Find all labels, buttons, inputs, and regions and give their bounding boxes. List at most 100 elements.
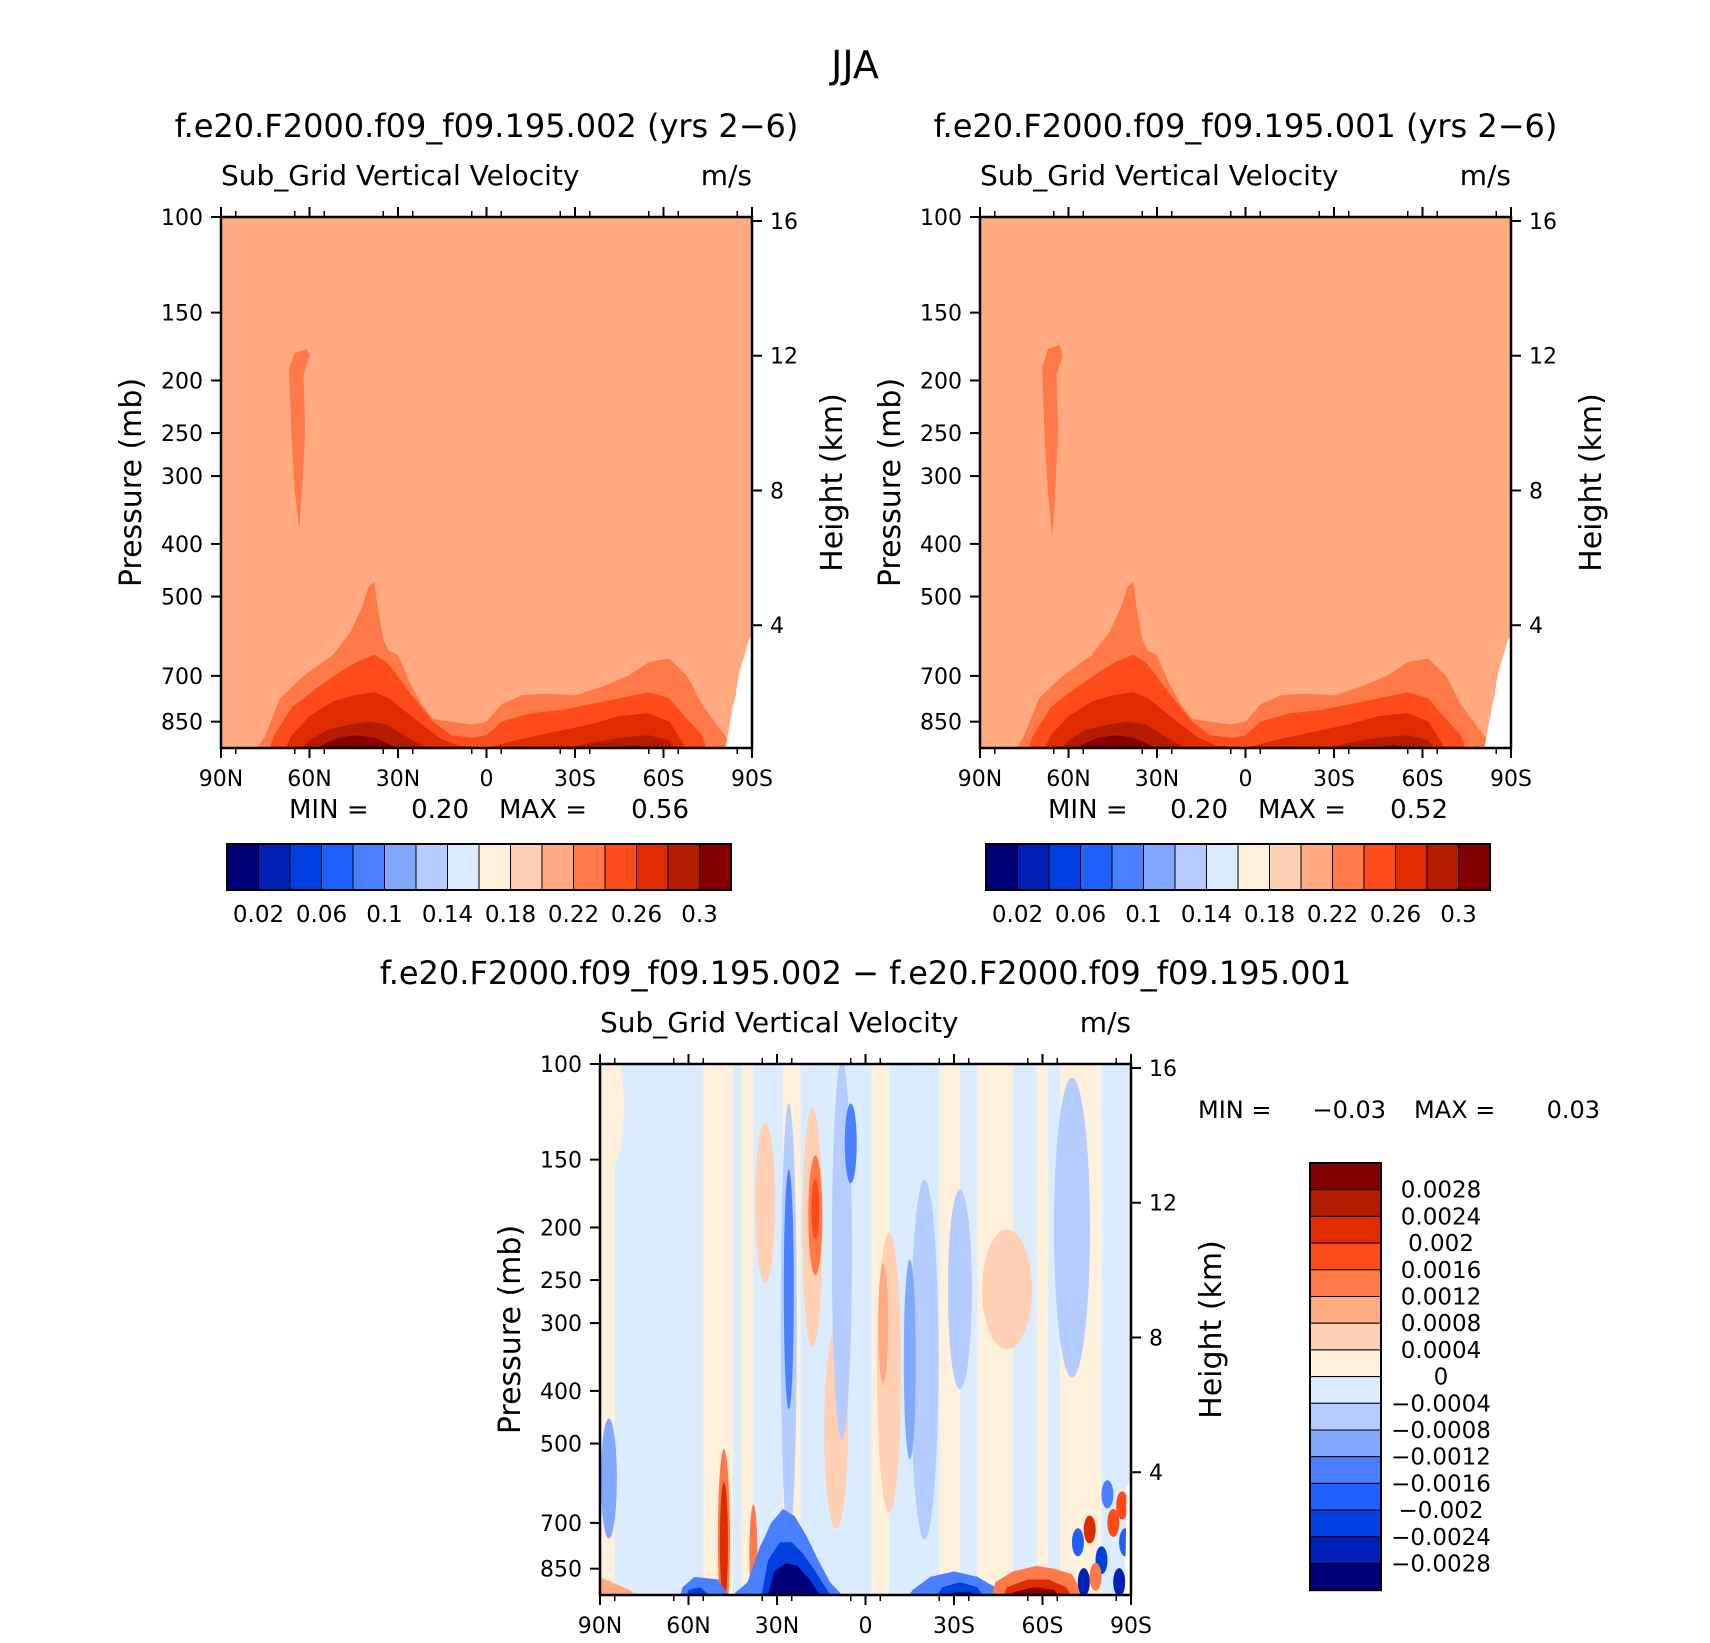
y-tick-label: 150 (920, 302, 962, 327)
y-tick-label: 200 (161, 369, 203, 394)
colorbar-cell (321, 843, 354, 891)
colorbar-cell (226, 843, 259, 891)
colorbar-label: −0.0004 (1391, 1391, 1491, 1417)
y-right-tick-label: 8 (1529, 479, 1543, 504)
max-label: MAX = (1258, 795, 1346, 825)
colorbar-frame (226, 843, 732, 891)
colorbar-cell (1309, 1563, 1382, 1591)
y-tick-label: 850 (540, 1558, 582, 1583)
y-tick-label: 100 (161, 206, 203, 231)
y-tick-label: 150 (540, 1149, 582, 1174)
panel-title: f.e20.F2000.f09_f09.195.002 − f.e20.F200… (380, 954, 1352, 992)
panel-title: f.e20.F2000.f09_f09.195.001 (yrs 2−6) (934, 107, 1558, 145)
noise-blob (1107, 1508, 1120, 1537)
panel-units: m/s (1460, 159, 1511, 192)
min-value: 0.20 (411, 795, 469, 825)
colorbar-cell (1017, 843, 1050, 891)
colorbar-label: 0.14 (422, 902, 473, 928)
colorbar-label: −0.0024 (1391, 1525, 1491, 1551)
colorbar-cell (447, 843, 480, 891)
colorbar-cell (699, 843, 732, 891)
x-tick-label: 90S (731, 767, 773, 792)
max-value: 0.52 (1390, 795, 1448, 825)
y-right-tick-label: 16 (770, 210, 798, 235)
x-tick-label: 90N (958, 767, 1002, 792)
colorbar-label: 0.1 (1125, 902, 1162, 928)
anomaly-blob (755, 1122, 776, 1283)
y-tick-label: 200 (540, 1216, 582, 1241)
colorbar-cell (604, 843, 637, 891)
y-right-tick-label: 12 (770, 345, 798, 370)
y-axis-label: Pressure (mb) (114, 378, 149, 587)
x-tick-label: 30S (1313, 767, 1355, 792)
figure-title: JJA (829, 43, 879, 87)
y-right-tick-label: 12 (1149, 1192, 1177, 1217)
colorbar-label: 0.06 (1055, 902, 1106, 928)
colorbar-cell (1269, 843, 1302, 891)
anomaly-blob (910, 1179, 939, 1540)
anomaly-band (1036, 1064, 1049, 1595)
colorbar-label: 0.02 (992, 902, 1043, 928)
colorbar-cell (478, 843, 511, 891)
x-tick-label: 60S (1022, 1614, 1064, 1639)
panel-units: m/s (701, 159, 752, 192)
y-right-tick-label: 8 (1149, 1326, 1163, 1351)
colorbar-cell (1309, 1402, 1382, 1431)
colorbar-label: −0.0012 (1391, 1445, 1491, 1471)
contour-shape (309, 735, 404, 748)
anomaly-blob (878, 1263, 889, 1384)
colorbar-label: 0.0004 (1401, 1338, 1481, 1364)
colorbar-cell (1309, 1296, 1382, 1324)
x-tick-label: 30S (554, 767, 596, 792)
colorbar-cell (1309, 1376, 1382, 1404)
x-tick-label: 90S (1490, 767, 1532, 792)
y-tick-label: 850 (920, 711, 962, 736)
contour-shape (545, 735, 682, 748)
colorbar-cell (1300, 843, 1333, 891)
colorbar-label: 0.18 (485, 902, 536, 928)
max-label: MAX = (1414, 1096, 1495, 1124)
colorbar-cell (985, 843, 1018, 891)
jet-contour (1042, 344, 1063, 538)
contour-shape (930, 1582, 990, 1595)
noise-blob (1101, 1480, 1114, 1509)
colorbar-label: 0.002 (1408, 1231, 1474, 1257)
colorbar-cell (1206, 843, 1239, 891)
colorbar-label: 0.18 (1244, 902, 1295, 928)
colorbar-label: −0.0028 (1391, 1552, 1491, 1578)
surface-mask (725, 635, 752, 748)
x-tick-label: 0 (1239, 767, 1253, 792)
x-tick-label: 60S (1402, 767, 1444, 792)
colorbar-cell (1309, 1242, 1382, 1271)
contour-shape (600, 1594, 621, 1595)
max-value: 0.56 (631, 795, 689, 825)
y-tick-label: 100 (920, 206, 962, 231)
noise-blob (1116, 1491, 1129, 1520)
colorbar-label: 0.26 (611, 902, 662, 928)
anomaly-blob (600, 1418, 617, 1539)
x-tick-label: 90N (578, 1614, 622, 1639)
colorbar-label: 0.1 (366, 902, 403, 928)
panel-units: m/s (1080, 1006, 1131, 1039)
y-right-tick-label: 4 (1149, 1461, 1163, 1486)
y-right-tick-label: 4 (1529, 614, 1543, 639)
colorbar-cell (1309, 1349, 1382, 1378)
anomaly-blob (811, 1179, 820, 1240)
colorbar-cell (1332, 843, 1365, 891)
y-right-tick-label: 16 (1149, 1057, 1177, 1082)
y-axis-label: Pressure (mb) (493, 1225, 528, 1434)
y-tick-label: 250 (540, 1269, 582, 1294)
min-label: MIN = (1048, 795, 1128, 825)
colorbar-label: 0.06 (296, 902, 347, 928)
x-tick-label: 0 (859, 1614, 873, 1639)
colorbar-label: 0.22 (1307, 902, 1358, 928)
colorbar-frame (1309, 1162, 1382, 1592)
colorbar-label: 0.0028 (1401, 1178, 1481, 1204)
y-tick-label: 200 (920, 369, 962, 394)
min-label: MIN = (289, 795, 369, 825)
anomaly-blob (844, 1103, 857, 1184)
x-tick-label: 60N (287, 767, 331, 792)
colorbar-cell (1111, 843, 1144, 891)
contour-shape (1304, 735, 1441, 748)
y-tick-label: 700 (540, 1512, 582, 1537)
